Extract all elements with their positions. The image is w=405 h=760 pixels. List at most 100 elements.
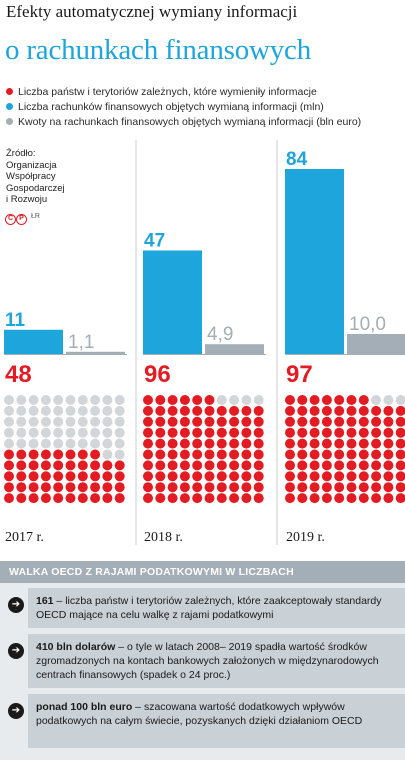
country-dot-filled xyxy=(167,493,178,504)
copyright-c-icon: C xyxy=(5,214,16,225)
country-dot-empty xyxy=(4,395,14,405)
country-dot-filled xyxy=(383,427,394,438)
country-dot-empty xyxy=(229,395,240,405)
country-dot-filled xyxy=(395,493,405,504)
country-dot-filled xyxy=(371,427,382,438)
country-dot-filled xyxy=(241,449,252,460)
accounts-bar xyxy=(285,169,344,354)
country-dot-filled xyxy=(309,416,320,427)
country-dot-filled xyxy=(297,471,308,482)
country-dot-filled xyxy=(321,460,332,471)
country-dot-empty xyxy=(102,427,113,438)
country-dot-filled xyxy=(40,471,51,482)
country-dot-filled xyxy=(371,493,382,504)
country-dot-filled xyxy=(229,493,240,504)
country-dot-filled xyxy=(358,471,369,482)
country-dot-filled xyxy=(297,438,308,449)
country-dot-filled xyxy=(192,482,203,493)
country-dot-filled xyxy=(16,471,27,482)
country-dot-filled xyxy=(179,493,190,504)
country-dot-filled xyxy=(253,471,264,482)
country-dot-filled xyxy=(395,460,405,471)
country-dot-filled xyxy=(204,405,215,416)
country-dot-filled xyxy=(192,460,203,471)
country-dot-empty xyxy=(77,427,88,438)
country-dot-filled xyxy=(114,471,125,482)
country-dot-filled xyxy=(309,493,320,504)
country-dot-filled xyxy=(395,482,405,493)
country-dot-filled xyxy=(65,460,76,471)
country-dot-filled xyxy=(167,405,178,416)
country-dot-filled xyxy=(114,493,125,504)
country-dot-filled xyxy=(321,395,332,405)
country-dot-filled xyxy=(114,482,125,493)
country-dot-filled xyxy=(297,493,308,504)
country-dot-filled xyxy=(167,416,178,427)
country-dot-filled xyxy=(192,471,203,482)
country-dot-filled xyxy=(192,449,203,460)
country-dot-filled xyxy=(253,427,264,438)
country-dot-filled xyxy=(53,449,64,460)
country-dot-empty xyxy=(4,438,14,449)
country-dot-filled xyxy=(358,449,369,460)
country-dot-empty xyxy=(40,416,51,427)
country-dot-filled xyxy=(297,395,308,405)
country-dot-empty xyxy=(90,416,101,427)
country-dot-empty xyxy=(253,395,264,405)
country-dot-filled xyxy=(143,438,153,449)
country-dot-filled xyxy=(28,449,39,460)
country-dot-empty xyxy=(53,427,64,438)
arrow-right-icon: ➔ xyxy=(8,597,24,613)
country-dot-filled xyxy=(167,438,178,449)
country-dot-filled xyxy=(90,471,101,482)
year-label: 2018 r. xyxy=(144,530,183,545)
country-dot-empty xyxy=(4,416,14,427)
year-label: 2017 r. xyxy=(5,530,44,545)
country-dot-empty xyxy=(4,427,14,438)
country-dot-filled xyxy=(346,416,357,427)
country-dot-filled xyxy=(192,427,203,438)
country-dot-filled xyxy=(241,427,252,438)
country-dot-empty xyxy=(114,427,125,438)
country-dot-filled xyxy=(358,427,369,438)
country-dot-filled xyxy=(90,482,101,493)
country-dot-filled xyxy=(229,438,240,449)
country-dot-filled xyxy=(346,405,357,416)
country-dot-filled xyxy=(346,471,357,482)
country-dot-filled xyxy=(216,449,227,460)
country-dot-filled xyxy=(253,460,264,471)
country-dot-empty xyxy=(53,405,64,416)
country-dot-filled xyxy=(285,493,295,504)
country-dot-filled xyxy=(204,460,215,471)
country-dot-filled xyxy=(155,395,166,405)
amounts-value-label: 4,9 xyxy=(207,324,233,345)
country-dot-filled xyxy=(192,493,203,504)
country-dot-empty xyxy=(53,438,64,449)
country-dot-filled xyxy=(383,416,394,427)
country-dot-filled xyxy=(346,449,357,460)
chart-title-line1: Efekty automatycznej wymiany informacji xyxy=(6,2,298,21)
country-dot-filled xyxy=(285,471,295,482)
country-dot-empty xyxy=(28,438,39,449)
country-dot-filled xyxy=(309,471,320,482)
country-dot-filled xyxy=(167,449,178,460)
country-dot-filled xyxy=(321,471,332,482)
country-dot-filled xyxy=(297,416,308,427)
country-dot-filled xyxy=(285,395,295,405)
country-dot-filled xyxy=(285,482,295,493)
country-dot-filled xyxy=(229,471,240,482)
country-dot-filled xyxy=(371,438,382,449)
amounts-value-label: 1,1 xyxy=(68,332,94,353)
country-dot-filled xyxy=(53,460,64,471)
country-dot-empty xyxy=(65,405,76,416)
panel-header: WALKA OECD Z RAJAMI PODATKOWYMI W LICZBA… xyxy=(0,561,405,583)
country-dot-filled xyxy=(334,449,345,460)
country-dot-filled xyxy=(309,427,320,438)
country-dot-filled xyxy=(204,438,215,449)
country-dot-filled xyxy=(309,460,320,471)
country-dot-filled xyxy=(241,416,252,427)
country-dot-filled xyxy=(77,449,88,460)
country-dot-empty xyxy=(53,416,64,427)
country-dot-filled xyxy=(334,427,345,438)
country-dot-filled xyxy=(321,416,332,427)
